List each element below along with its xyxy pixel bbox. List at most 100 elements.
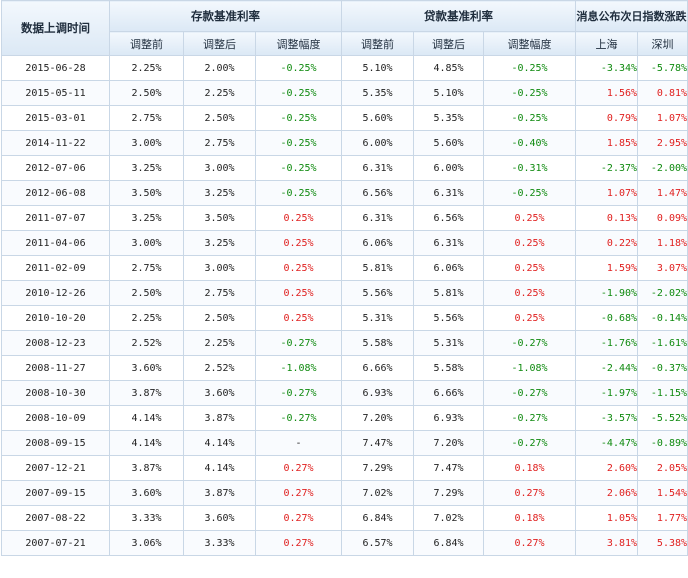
shanghai-change-cell: 1.07% — [575, 180, 639, 206]
deposit-change-cell: -0.25% — [254, 180, 343, 206]
shanghai-change-cell: 0.22% — [575, 230, 639, 256]
table-row: 2008-10-30 3.87% 3.60% -0.27% 6.93% 6.66% -0.2… — [1, 380, 688, 406]
deposit-change-cell: 0.27% — [254, 505, 343, 531]
table-row: 2007-12-21 3.87% 4.14% 0.27% 7.29% 7.47% 0.18%… — [1, 455, 688, 481]
loan-after-cell: 5.35% — [413, 105, 485, 131]
loan-before-cell: 6.00% — [341, 130, 415, 156]
shanghai-change-cell: 2.60% — [575, 455, 639, 481]
deposit-before-cell: 3.60% — [109, 480, 184, 506]
deposit-before-cell: 3.00% — [109, 230, 184, 256]
loan-before-cell: 6.84% — [341, 505, 415, 531]
loan-before-cell: 6.31% — [341, 205, 415, 231]
shenzhen-change-cell: -1.15% — [637, 380, 688, 406]
shenzhen-change-cell: 2.95% — [637, 130, 688, 156]
deposit-change-cell: 0.27% — [254, 530, 343, 556]
deposit-before-cell: 3.25% — [109, 205, 184, 231]
shenzhen-change-cell: -2.02% — [637, 280, 688, 306]
deposit-change-cell: 0.25% — [254, 280, 343, 306]
shanghai-change-cell: 3.81% — [575, 530, 639, 556]
deposit-before-cell: 3.87% — [109, 380, 184, 406]
shanghai-change-cell: 1.05% — [575, 505, 639, 531]
deposit-change-cell: -1.08% — [254, 355, 343, 381]
loan-after-header: 调整后 — [413, 31, 485, 56]
shenzhen-change-cell: -2.00% — [637, 155, 688, 181]
deposit-before-cell: 4.14% — [109, 430, 184, 456]
shanghai-change-cell: 0.13% — [575, 205, 639, 231]
deposit-change-cell: -0.25% — [254, 155, 343, 181]
loan-after-cell: 7.20% — [413, 430, 485, 456]
deposit-after-cell: 3.25% — [183, 180, 256, 206]
deposit-before-header: 调整前 — [109, 31, 184, 56]
shanghai-change-cell: -0.68% — [575, 305, 639, 331]
table-row: 2011-07-07 3.25% 3.50% 0.25% 6.31% 6.56% 0.25%… — [1, 205, 688, 231]
shanghai-change-cell: -4.47% — [575, 430, 639, 456]
deposit-after-cell: 3.87% — [183, 405, 256, 431]
table-row: 2008-11-27 3.60% 2.52% -1.08% 6.66% 5.58% -1.0… — [1, 355, 688, 381]
shenzhen-change-cell: -0.37% — [637, 355, 688, 381]
deposit-change-cell: 0.25% — [254, 255, 343, 281]
loan-before-cell: 5.58% — [341, 330, 415, 356]
deposit-change-cell: -0.27% — [254, 380, 343, 406]
loan-rate-group-header: 贷款基准利率 — [341, 0, 577, 32]
table-row: 2008-12-23 2.52% 2.25% -0.27% 5.58% 5.31% -0.2… — [1, 330, 688, 356]
shenzhen-change-cell: 1.54% — [637, 480, 688, 506]
loan-change-header: 调整幅度 — [483, 31, 577, 56]
loan-before-cell: 6.31% — [341, 155, 415, 181]
loan-change-cell: -1.08% — [483, 355, 577, 381]
date-cell: 2008-11-27 — [1, 355, 110, 381]
table-row: 2011-02-09 2.75% 3.00% 0.25% 5.81% 6.06% 0.25%… — [1, 255, 688, 281]
table-row: 2014-11-22 3.00% 2.75% -0.25% 6.00% 5.60% -0.4… — [1, 130, 688, 156]
date-cell: 2007-12-21 — [1, 455, 110, 481]
loan-after-cell: 5.58% — [413, 355, 485, 381]
date-cell: 2014-11-22 — [1, 130, 110, 156]
deposit-before-cell: 2.25% — [109, 55, 184, 81]
loan-after-cell: 5.81% — [413, 280, 485, 306]
date-column-header: 数据上调时间 — [1, 0, 110, 56]
deposit-before-cell: 2.50% — [109, 80, 184, 106]
table-row: 2008-09-15 4.14% 4.14% -7.47% 7.20% -0.27% -4.… — [1, 430, 688, 456]
date-cell: 2011-04-06 — [1, 230, 110, 256]
date-cell: 2015-03-01 — [1, 105, 110, 131]
deposit-change-cell: -0.25% — [254, 55, 343, 81]
date-cell: 2012-07-06 — [1, 155, 110, 181]
date-cell: 2015-05-11 — [1, 80, 110, 106]
deposit-after-cell: 2.25% — [183, 80, 256, 106]
loan-change-cell: -0.25% — [483, 180, 577, 206]
shanghai-change-cell: 1.59% — [575, 255, 639, 281]
deposit-after-cell: 3.00% — [183, 255, 256, 281]
deposit-before-cell: 2.75% — [109, 255, 184, 281]
deposit-before-cell: 2.75% — [109, 105, 184, 131]
loan-after-cell: 5.56% — [413, 305, 485, 331]
deposit-change-cell: 0.27% — [254, 480, 343, 506]
table-row: 2007-09-15 3.60% 3.87% 0.27% 7.02% 7.29% 0.27%… — [1, 480, 688, 506]
shenzhen-change-cell: 1.47% — [637, 180, 688, 206]
deposit-change-cell: 0.25% — [254, 205, 343, 231]
deposit-after-cell: 3.87% — [183, 480, 256, 506]
shanghai-change-cell: 2.06% — [575, 480, 639, 506]
shenzhen-change-cell: -1.61% — [637, 330, 688, 356]
table-row: 2012-07-06 3.25% 3.00% -0.25% 6.31% 6.00% -0.3… — [1, 155, 688, 181]
deposit-change-cell: 0.25% — [254, 230, 343, 256]
table-row: 2011-04-06 3.00% 3.25% 0.25% 6.06% 6.31% 0.25%… — [1, 230, 688, 256]
shanghai-header: 上海 — [575, 31, 639, 56]
deposit-after-cell: 3.50% — [183, 205, 256, 231]
loan-change-cell: 0.25% — [483, 280, 577, 306]
shenzhen-change-cell: 1.07% — [637, 105, 688, 131]
deposit-before-cell: 3.25% — [109, 155, 184, 181]
loan-change-cell: 0.25% — [483, 205, 577, 231]
deposit-before-cell: 3.06% — [109, 530, 184, 556]
table-body: 2015-06-28 2.25% 2.00% -0.25% 5.10% 4.85% -0.2… — [1, 55, 688, 556]
loan-after-cell: 5.10% — [413, 80, 485, 106]
deposit-after-cell: 3.60% — [183, 505, 256, 531]
deposit-change-cell: -0.27% — [254, 330, 343, 356]
loan-after-cell: 6.31% — [413, 180, 485, 206]
shanghai-change-cell: -2.44% — [575, 355, 639, 381]
shenzhen-change-cell: -0.14% — [637, 305, 688, 331]
deposit-before-cell: 3.87% — [109, 455, 184, 481]
deposit-rate-group-header: 存款基准利率 — [108, 0, 343, 32]
table-row: 2015-05-11 2.50% 2.25% -0.25% 5.35% 5.10% -0.2… — [1, 80, 688, 106]
deposit-after-cell: 2.50% — [183, 305, 256, 331]
deposit-after-cell: 2.00% — [183, 55, 256, 81]
table-row: 2010-12-26 2.50% 2.75% 0.25% 5.56% 5.81% 0.25%… — [1, 280, 688, 306]
deposit-after-cell: 2.50% — [183, 105, 256, 131]
